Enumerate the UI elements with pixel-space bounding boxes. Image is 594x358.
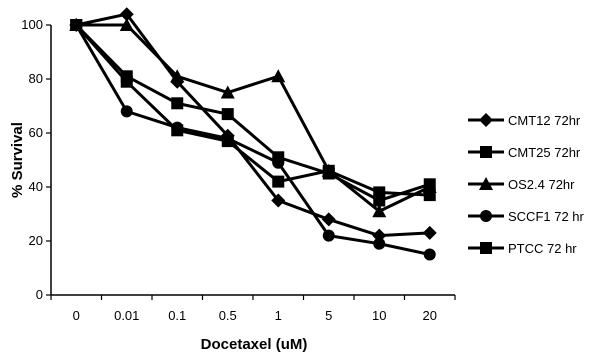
legend-marker bbox=[479, 177, 493, 190]
data-point bbox=[120, 105, 133, 118]
series-1 bbox=[69, 7, 437, 243]
x-tick-label: 10 bbox=[372, 308, 386, 323]
data-point bbox=[422, 225, 437, 240]
series-4 bbox=[70, 19, 436, 261]
y-tick-label: 20 bbox=[29, 233, 43, 248]
y-tick-label: 60 bbox=[29, 125, 43, 140]
data-point bbox=[372, 204, 387, 218]
y-tick-label: 100 bbox=[21, 17, 43, 32]
data-point bbox=[373, 237, 386, 250]
legend-label: SCCF1 72 hr bbox=[508, 209, 585, 224]
series-layer bbox=[69, 7, 437, 261]
data-point bbox=[220, 85, 235, 99]
data-point bbox=[272, 151, 285, 164]
data-point bbox=[119, 18, 134, 31]
legend-item: PTCC 72 hr bbox=[468, 241, 577, 256]
data-point bbox=[171, 121, 184, 134]
data-point bbox=[321, 212, 336, 227]
legend-marker bbox=[480, 146, 492, 158]
legend-item: OS2.4 72hr bbox=[468, 177, 575, 192]
y-tick-label: 40 bbox=[29, 179, 43, 194]
data-point bbox=[423, 248, 436, 261]
legend-item: CMT12 72hr bbox=[468, 113, 581, 128]
x-tick-label: 0.1 bbox=[168, 308, 186, 323]
series-line bbox=[74, 24, 431, 256]
legend-marker bbox=[480, 210, 492, 222]
legend-label: CMT25 72hr bbox=[508, 145, 581, 160]
data-point bbox=[119, 7, 134, 22]
data-point bbox=[170, 69, 185, 83]
axes: 0 20 40 60 80 100 0 0.01 0.1 0.5 1 5 10 20 bbox=[21, 17, 456, 323]
legend-marker bbox=[479, 113, 493, 127]
series-line bbox=[75, 23, 431, 203]
data-point bbox=[272, 175, 285, 188]
data-point bbox=[171, 97, 184, 110]
data-point bbox=[271, 193, 286, 208]
y-tick-label: 80 bbox=[29, 71, 43, 86]
x-tick-label: 0.5 bbox=[219, 308, 237, 323]
x-tick-label: 20 bbox=[423, 308, 437, 323]
x-tick-label: 0 bbox=[73, 308, 80, 323]
y-axis-label: % Survival bbox=[9, 122, 26, 198]
x-tick-label: 5 bbox=[325, 308, 332, 323]
legend-label: OS2.4 72hr bbox=[508, 177, 575, 192]
data-point bbox=[373, 194, 386, 207]
legend-label: PTCC 72 hr bbox=[508, 241, 577, 256]
data-point bbox=[271, 69, 286, 83]
data-point bbox=[70, 19, 83, 31]
legend-item: CMT25 72hr bbox=[468, 145, 581, 160]
series-line bbox=[75, 12, 430, 238]
series-line bbox=[75, 24, 430, 197]
y-tick-label: 0 bbox=[36, 287, 43, 302]
x-tick-label: 1 bbox=[275, 308, 282, 323]
data-point bbox=[423, 178, 436, 191]
series-5 bbox=[70, 19, 436, 207]
x-tick-label: 0.01 bbox=[114, 308, 139, 323]
x-axis-label: Docetaxel (uM) bbox=[201, 336, 308, 353]
legend-label: CMT12 72hr bbox=[508, 113, 581, 128]
data-point bbox=[120, 70, 133, 83]
legend: CMT12 72hr CMT25 72hr OS2.4 72hr SCCF1 72 h… bbox=[468, 113, 585, 256]
series-line bbox=[76, 23, 431, 214]
data-point bbox=[322, 167, 335, 180]
legend-item: SCCF1 72 hr bbox=[468, 209, 585, 224]
data-point bbox=[221, 132, 234, 145]
data-point bbox=[221, 108, 234, 121]
legend-marker bbox=[480, 242, 492, 254]
data-point bbox=[322, 229, 335, 242]
